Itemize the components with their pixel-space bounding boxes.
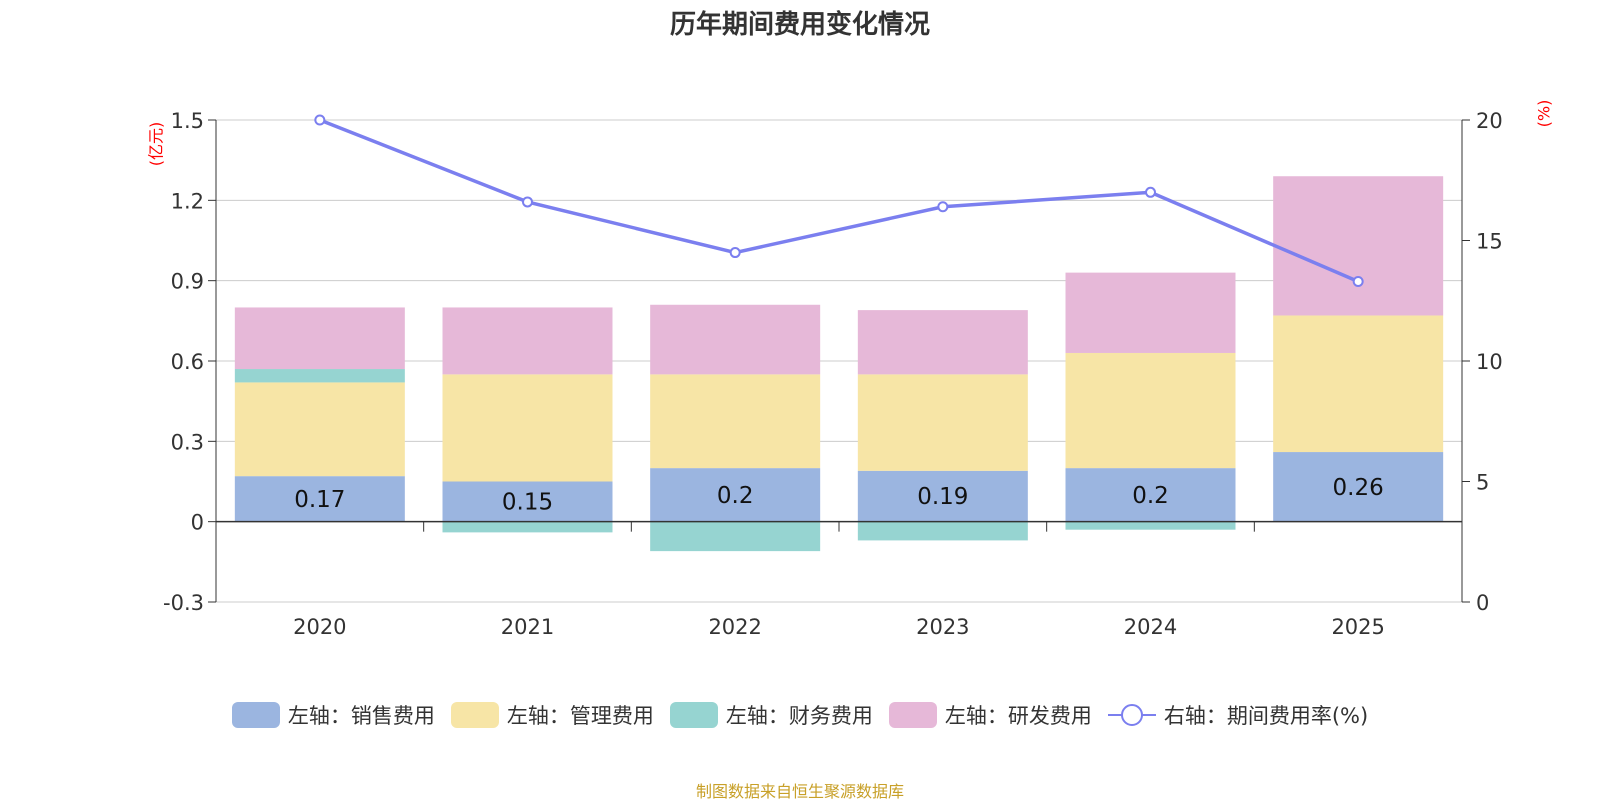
bar-segment (234, 307, 405, 370)
rate-point (522, 196, 533, 208)
x-tick-label: 2022 (708, 615, 761, 639)
bar-segment (442, 481, 613, 522)
x-tick-label: 2025 (1331, 615, 1384, 639)
bar-segment (1273, 452, 1444, 522)
right-tick-label: 15 (1476, 230, 1503, 254)
chart-area: -0.3 0 0.3 0.6 0.9 1.2 1.5 0 5 10 15 20 0.17 2020 0.15… (163, 109, 1503, 639)
left-tick-label: 0.9 (171, 270, 204, 294)
bar-segment (1065, 468, 1236, 522)
x-tick-label: 2024 (1124, 615, 1177, 639)
rate-point (937, 201, 949, 213)
rate-point (1352, 275, 1364, 287)
bar-segment (1065, 272, 1236, 353)
legend-line-icon (1107, 702, 1156, 728)
legend-label-sales: 左轴：销售费用 (287, 704, 435, 728)
right-tick-label: 20 (1476, 109, 1503, 133)
bar-segment (1273, 176, 1444, 316)
left-tick-label: 1.5 (171, 109, 204, 133)
legend-swatch-finance (669, 702, 718, 728)
rate-point (314, 114, 326, 126)
bar-segment (650, 468, 821, 522)
right-tick-label: 10 (1476, 350, 1503, 374)
data-source: 制图数据来自恒生聚源数据库 (695, 782, 904, 801)
bar-segment (857, 374, 1028, 471)
bar-segment (442, 307, 613, 375)
left-tick-label: 1.2 (171, 189, 204, 213)
bar-segment (1065, 521, 1236, 530)
bar-segment (234, 369, 405, 383)
bar-data-label: 0.17 (294, 487, 345, 513)
bar-segment (857, 470, 1028, 522)
bar-segment (857, 521, 1028, 541)
legend-item-finance[interactable]: 左轴：财务费用 (669, 700, 873, 730)
bar-segment (1065, 352, 1236, 469)
right-tick-label: 0 (1476, 591, 1489, 615)
left-tick-label: 0.3 (171, 430, 204, 454)
legend-item-sales[interactable]: 左轴：销售费用 (231, 700, 435, 730)
bar-segment (857, 310, 1028, 375)
right-tick-label: 5 (1476, 471, 1489, 495)
bar-segment (650, 521, 821, 552)
bar-data-label: 0.2 (1132, 483, 1169, 509)
bar-segment (442, 374, 613, 482)
x-tick-label: 2020 (293, 615, 346, 639)
legend-item-admin[interactable]: 左轴：管理费用 (450, 700, 654, 730)
bar-data-label: 0.19 (917, 484, 968, 510)
bar-data-label: 0.15 (502, 490, 553, 516)
legend-swatch-admin (450, 702, 499, 728)
left-tick-label: 0 (191, 511, 204, 535)
bar-segment (650, 304, 821, 375)
rate-point (1145, 186, 1156, 198)
legend-label-finance: 左轴：财务费用 (725, 704, 873, 728)
x-tick-label: 2023 (916, 615, 969, 639)
legend-item-rd[interactable]: 左轴：研发费用 (888, 700, 1092, 730)
rate-point (729, 247, 741, 259)
bar-segment (234, 476, 405, 522)
bar-segment (234, 382, 405, 477)
legend-swatch-rd (888, 702, 937, 728)
x-tick-label: 2021 (501, 615, 554, 639)
legend-label-rd: 左轴：研发费用 (944, 704, 1092, 728)
legend-swatch-sales (231, 702, 280, 728)
bar-segment (1273, 315, 1444, 453)
chart-title: 历年期间费用变化情况 (669, 10, 930, 40)
bar-segment (650, 374, 821, 469)
bar-segment (442, 521, 613, 533)
bar-data-label: 0.26 (1333, 475, 1384, 501)
left-tick-label: 0.6 (171, 350, 204, 374)
legend-label-admin: 左轴：管理费用 (506, 704, 654, 728)
legend-label-rate: 右轴：期间费用率(%) (1163, 704, 1369, 728)
legend-item-rate[interactable]: 右轴：期间费用率(%) (1107, 700, 1369, 730)
bar-data-label: 0.2 (717, 483, 754, 509)
rate-line (319, 118, 1359, 284)
left-tick-label: -0.3 (163, 591, 204, 615)
legend: 左轴：销售费用 左轴：管理费用 左轴：财务费用 左轴：研发费用 右轴：期间费用率… (0, 700, 1600, 730)
